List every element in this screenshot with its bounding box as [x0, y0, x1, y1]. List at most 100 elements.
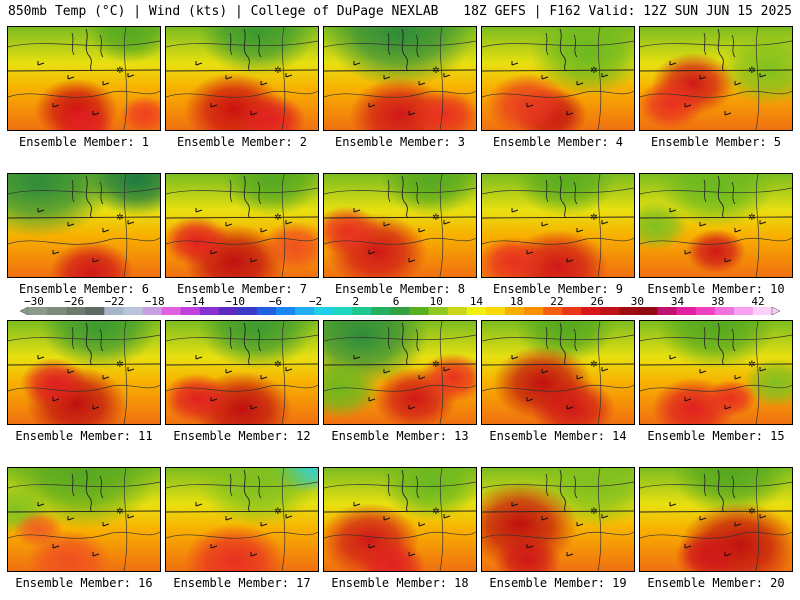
colorbar-tick-label: 18 — [510, 295, 523, 308]
colorbar-tick-label: −14 — [185, 295, 205, 308]
svg-text:✲: ✲ — [590, 507, 598, 517]
svg-text:✲: ✲ — [274, 360, 282, 370]
colorbar-swatch — [524, 307, 544, 315]
colorbar-arrow-right — [771, 306, 781, 316]
colorbar-swatch — [619, 307, 639, 315]
colorbar-swatch — [333, 307, 353, 315]
colorbar-tick-label: −10 — [225, 295, 245, 308]
svg-text:✲: ✲ — [274, 66, 282, 76]
ensemble-map-panel: ✲ — [7, 26, 161, 131]
colorbar-swatch — [295, 307, 315, 315]
ensemble-map-panel: ✲ — [639, 320, 793, 425]
colorbar-swatch — [657, 307, 677, 315]
ensemble-member-caption: Ensemble Member: 12 — [173, 429, 311, 443]
ensemble-member-caption: Ensemble Member: 20 — [647, 576, 785, 590]
svg-text:✲: ✲ — [116, 213, 124, 223]
colorbar-swatch — [314, 307, 334, 315]
ensemble-map-panel: ✲ — [165, 26, 319, 131]
colorbar-swatch — [218, 307, 239, 315]
ensemble-map-panel: ✲ — [165, 467, 319, 572]
ensemble-map-panel: ✲ — [323, 26, 477, 131]
colorbar-swatch — [543, 307, 563, 315]
ensemble-member-caption: Ensemble Member: 5 — [650, 135, 782, 149]
ensemble-member-caption: Ensemble Member: 4 — [492, 135, 624, 149]
ensemble-member-caption: Ensemble Member: 13 — [331, 429, 469, 443]
colorbar-swatch — [123, 307, 143, 315]
colorbar-swatch — [180, 307, 200, 315]
ensemble-map-panel: ✲ — [165, 173, 319, 278]
colorbar-swatch — [104, 307, 124, 315]
colorbar-swatch — [600, 307, 620, 315]
ensemble-member-caption: Ensemble Member: 18 — [331, 576, 469, 590]
ensemble-member-caption: Ensemble Member: 15 — [647, 429, 785, 443]
colorbar-tick-label: 22 — [550, 295, 563, 308]
colorbar-swatch — [409, 307, 429, 315]
ensemble-map-panel: ✲ — [481, 173, 635, 278]
colorbar-tick-label: 2 — [352, 295, 359, 308]
ensemble-map-panel: ✲ — [481, 467, 635, 572]
colorbar-tick-label: 26 — [590, 295, 603, 308]
svg-text:✲: ✲ — [274, 507, 282, 517]
svg-text:✲: ✲ — [432, 360, 440, 370]
ensemble-map-panel: ✲ — [323, 173, 477, 278]
ensemble-member-caption: Ensemble Member: 6 — [18, 282, 150, 296]
ensemble-member-caption: Ensemble Member: 7 — [176, 282, 308, 296]
colorbar-swatch — [581, 307, 601, 315]
ensemble-member-caption: Ensemble Member: 11 — [15, 429, 153, 443]
colorbar-tick-label: 38 — [711, 295, 724, 308]
colorbar-arrow-left — [19, 306, 29, 316]
svg-text:✲: ✲ — [590, 360, 598, 370]
colorbar-swatch — [390, 307, 410, 315]
colorbar-swatch — [66, 307, 86, 315]
ensemble-member-caption: Ensemble Member: 17 — [173, 576, 311, 590]
colorbar-swatch — [352, 307, 372, 315]
colorbar-tick-label: 6 — [393, 295, 400, 308]
colorbar-swatch — [714, 307, 735, 315]
svg-text:✲: ✲ — [116, 360, 124, 370]
svg-text:✲: ✲ — [748, 360, 756, 370]
colorbar-swatch — [256, 307, 277, 315]
ensemble-map-panel: ✲ — [481, 320, 635, 425]
ensemble-map-panel: ✲ — [7, 320, 161, 425]
colorbar-tick-label: 30 — [631, 295, 644, 308]
colorbar-swatch — [466, 307, 487, 315]
svg-text:✲: ✲ — [590, 213, 598, 223]
colorbar-tick-label: 10 — [430, 295, 443, 308]
colorbar-swatch — [733, 307, 754, 315]
svg-text:✲: ✲ — [116, 66, 124, 76]
colorbar-swatch — [28, 307, 48, 315]
colorbar-swatch — [695, 307, 716, 315]
ensemble-map-panel: ✲ — [481, 26, 635, 131]
ensemble-map-panel: ✲ — [323, 320, 477, 425]
colorbar-swatch — [371, 307, 391, 315]
colorbar-swatch — [485, 307, 506, 315]
svg-text:✲: ✲ — [274, 213, 282, 223]
temperature-colorbar: −30 −26 −22 −18 −14 −10 −6 −2 2 6 10 14 18 22 26 30 34 38… — [19, 295, 781, 316]
colorbar-tick-label: −22 — [105, 295, 125, 308]
colorbar-swatch — [752, 307, 773, 315]
ensemble-member-caption: Ensemble Member: 3 — [334, 135, 466, 149]
svg-text:✲: ✲ — [590, 66, 598, 76]
colorbar-tick-label: 14 — [470, 295, 484, 308]
ensemble-member-caption: Ensemble Member: 14 — [489, 429, 627, 443]
colorbar-swatch — [562, 307, 582, 315]
ensemble-member-caption: Ensemble Member: 8 — [334, 282, 466, 296]
colorbar-tick-label: −2 — [309, 295, 322, 308]
svg-text:✲: ✲ — [748, 507, 756, 517]
colorbar-swatch — [237, 307, 258, 315]
colorbar-tick-label: −26 — [64, 295, 84, 308]
colorbar-swatch — [276, 307, 296, 315]
ensemble-map-panel: ✲ — [7, 467, 161, 572]
svg-text:✲: ✲ — [432, 66, 440, 76]
svg-text:✲: ✲ — [116, 507, 124, 517]
colorbar-swatch — [504, 307, 525, 315]
colorbar-tick-label: −30 — [24, 295, 44, 308]
colorbar-swatch — [447, 307, 468, 315]
ensemble-member-caption: Ensemble Member: 2 — [176, 135, 308, 149]
colorbar-swatch — [199, 307, 220, 315]
colorbar-swatch — [47, 307, 67, 315]
model-run-info: 18Z GEFS | F162 Valid: 12Z SUN JUN 15 20… — [463, 4, 792, 19]
ensemble-member-caption: Ensemble Member: 1 — [18, 135, 150, 149]
colorbar-swatch — [676, 307, 696, 315]
colorbar-swatch — [428, 307, 448, 315]
